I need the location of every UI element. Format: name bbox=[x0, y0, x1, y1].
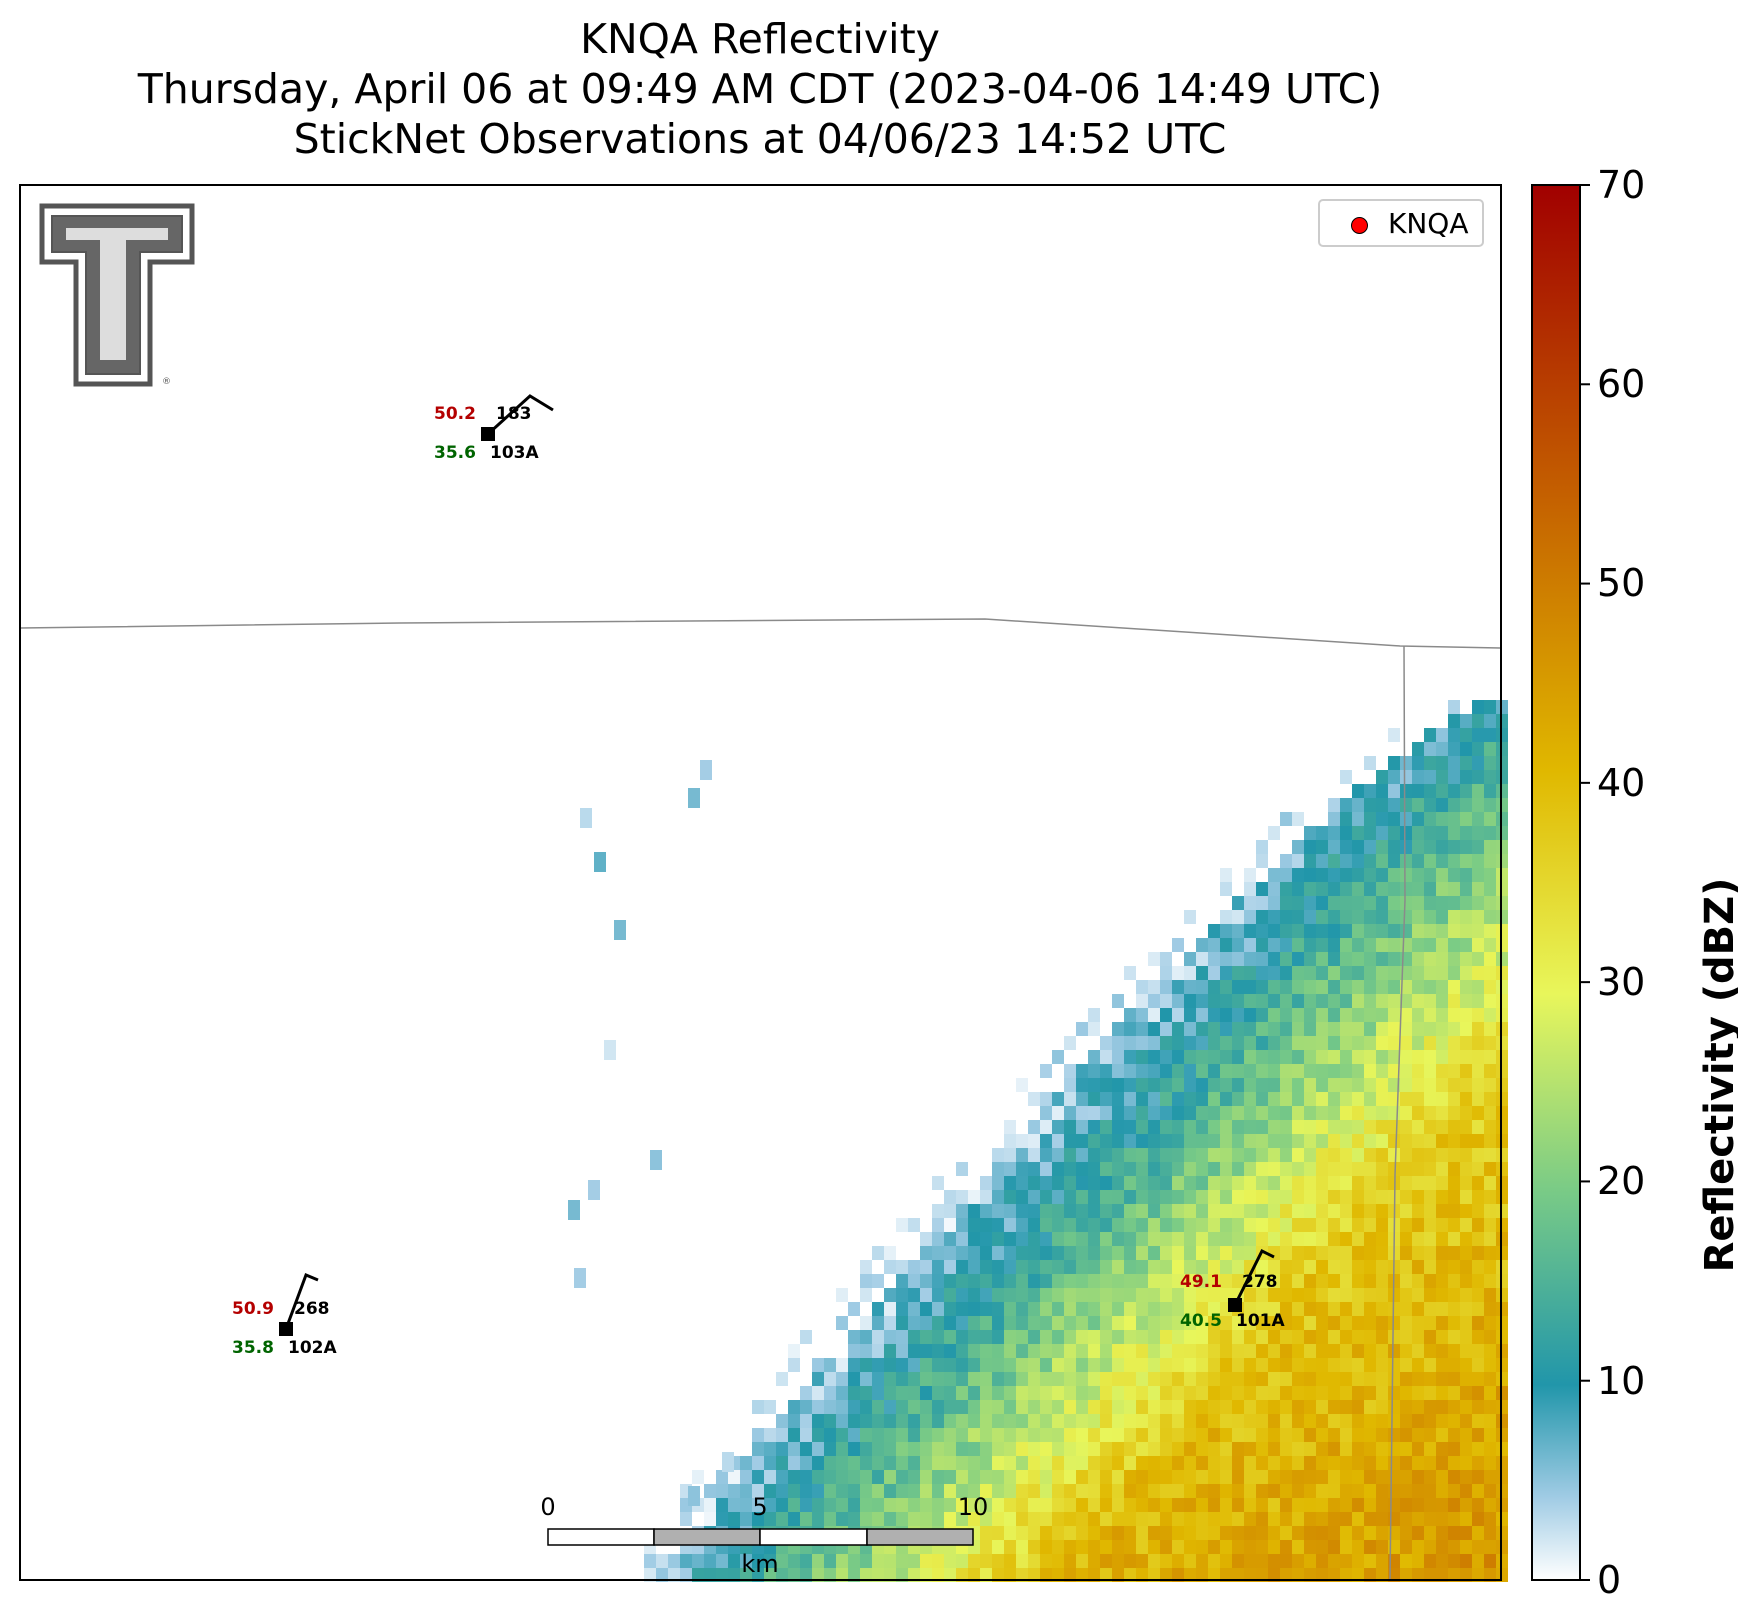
legend-label: KNQA bbox=[1388, 207, 1469, 240]
station-102a-dewpoint: 35.8 bbox=[232, 1338, 274, 1358]
station-103a-id: 103A bbox=[490, 443, 539, 463]
scalebar-tick-0: 0 bbox=[540, 1493, 556, 1521]
colorbar-tick-label: 60 bbox=[1597, 362, 1646, 406]
station-102a-id: 102A bbox=[288, 1338, 337, 1358]
colorbar-tick-label: 10 bbox=[1597, 1359, 1646, 1403]
station-103a-temperature: 50.2 bbox=[434, 404, 476, 424]
colorbar-tick-label: 20 bbox=[1597, 1159, 1646, 1203]
map-frame bbox=[19, 184, 1502, 1581]
radar-site-marker-icon bbox=[1351, 217, 1368, 234]
title-line-3: StickNet Observations at 04/06/23 14:52 … bbox=[293, 115, 1227, 163]
colorbar-label: Reflectivity (dBZ) bbox=[1697, 877, 1738, 1273]
scalebar-tick-10: 10 bbox=[957, 1493, 989, 1521]
colorbar bbox=[1531, 184, 1581, 1581]
station-101a-id: 101A bbox=[1236, 1311, 1285, 1331]
legend: KNQA bbox=[1318, 199, 1484, 247]
station-101a-temperature: 49.1 bbox=[1180, 1272, 1222, 1292]
scalebar-tick-5: 5 bbox=[752, 1493, 768, 1521]
title-line-1: KNQA Reflectivity bbox=[580, 15, 940, 63]
svg-text:®: ® bbox=[162, 377, 171, 387]
station-101a-wind-direction: 278 bbox=[1242, 1272, 1278, 1292]
colorbar-tick-label: 50 bbox=[1597, 561, 1646, 605]
state-boundaries bbox=[19, 618, 1501, 1581]
station-102a-temperature: 50.9 bbox=[232, 1299, 274, 1319]
station-plots bbox=[279, 394, 1275, 1336]
station-102a-wind-direction: 268 bbox=[294, 1299, 330, 1319]
colorbar-tick-label: 30 bbox=[1597, 960, 1646, 1004]
texas-tech-logo-icon: ® bbox=[39, 203, 195, 387]
station-101a-dewpoint: 40.5 bbox=[1180, 1311, 1222, 1331]
reflectivity-field bbox=[568, 700, 1508, 1582]
colorbar-tick-label: 0 bbox=[1597, 1558, 1622, 1602]
station-103a-wind-direction: 183 bbox=[496, 404, 532, 424]
station-103a-dewpoint: 35.6 bbox=[434, 443, 476, 463]
scalebar-unit: km bbox=[741, 1550, 779, 1578]
colorbar-ticks bbox=[1580, 184, 1590, 1581]
scale-bar bbox=[547, 1528, 974, 1546]
colorbar-tick-label: 40 bbox=[1597, 761, 1646, 805]
title-line-2: Thursday, April 06 at 09:49 AM CDT (2023… bbox=[137, 65, 1383, 113]
colorbar-tick-label: 70 bbox=[1597, 163, 1646, 207]
